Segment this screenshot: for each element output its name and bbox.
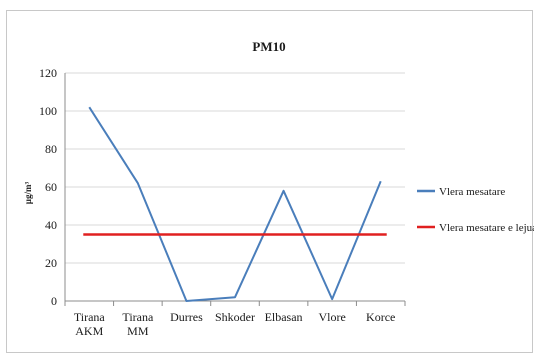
x-tick-label: Shkoder [215, 310, 255, 324]
y-tick-label: 100 [39, 104, 57, 118]
legend-label: Vlera mesatare e lejuar [439, 222, 534, 234]
chart-frame: PM10 µg/m³ 0 20 40 60 80 100 120 Tirana AKM Tiran… [6, 10, 534, 353]
x-tick-label: Tirana AKM [74, 310, 106, 338]
chart: PM10 µg/m³ 0 20 40 60 80 100 120 Tirana AKM Tiran… [23, 39, 534, 338]
y-axis-label: µg/m³ [23, 182, 33, 205]
y-tick-label: 20 [45, 256, 57, 270]
series-line-mean [88, 106, 382, 302]
x-tick-label: Elbasan [265, 310, 303, 324]
y-tick-label: 40 [45, 218, 57, 232]
chart-title: PM10 [252, 39, 285, 54]
x-tick-label: Tirana MM [122, 310, 154, 338]
x-tick-label: Korce [366, 310, 395, 324]
x-tick-label: Durres [170, 310, 203, 324]
y-tick-label: 120 [39, 66, 57, 80]
x-tick-label: Vlore [318, 310, 345, 324]
y-tick-label: 60 [45, 180, 57, 194]
y-tick-label: 0 [51, 294, 57, 308]
y-tick-label: 80 [45, 142, 57, 156]
legend-label: Vlera mesatare [439, 186, 505, 198]
